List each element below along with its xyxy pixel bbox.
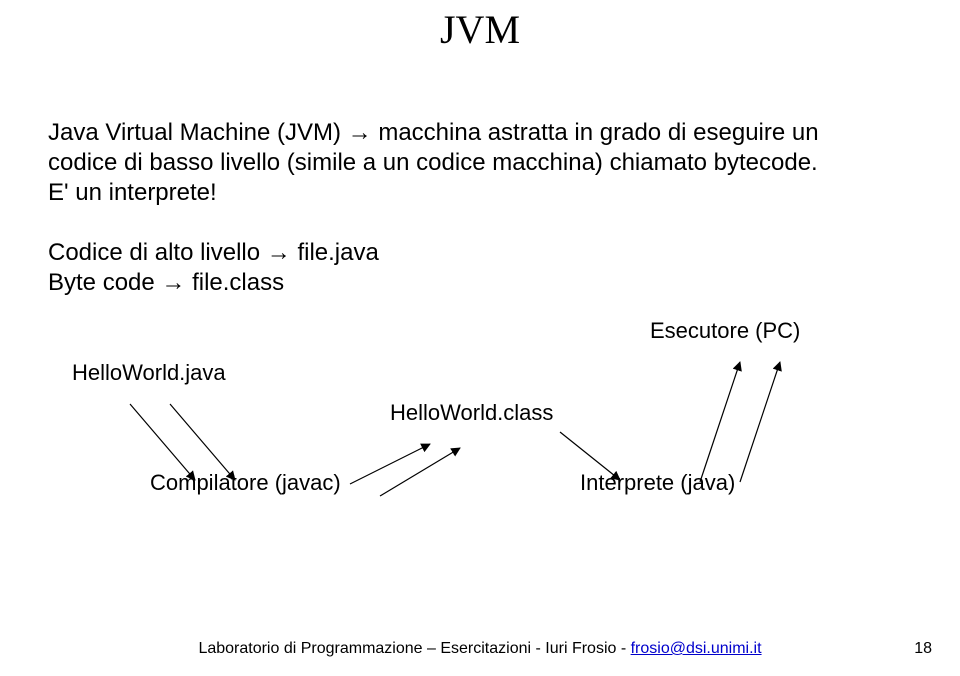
flow-arrow: [380, 448, 460, 496]
page-number: 18: [914, 640, 932, 658]
footer-email-link[interactable]: frosio@dsi.unimi.it: [631, 640, 762, 657]
footer: Laboratorio di Programmazione – Esercita…: [0, 640, 960, 658]
diagram-node-hw_class: HelloWorld.class: [390, 400, 553, 425]
diagram-node-compiler: Compilatore (javac): [150, 470, 341, 495]
footer-prefix: Laboratorio di Programmazione – Esercita…: [198, 640, 630, 657]
diagram-node-interp: Interprete (java): [580, 470, 735, 495]
flow-diagram: HelloWorld.java Compilatore (javac) HelloW…: [0, 0, 960, 676]
slide: JVM Java Virtual Machine (JVM) → macchin…: [0, 0, 960, 676]
diagram-node-exec: Esecutore (PC): [650, 318, 800, 343]
flow-arrow: [740, 362, 780, 482]
flow-arrow: [350, 444, 430, 484]
flow-arrow: [700, 362, 740, 482]
flow-arrow: [170, 404, 235, 480]
diagram-node-hw_java: HelloWorld.java: [72, 360, 226, 385]
flow-arrow: [130, 404, 195, 480]
